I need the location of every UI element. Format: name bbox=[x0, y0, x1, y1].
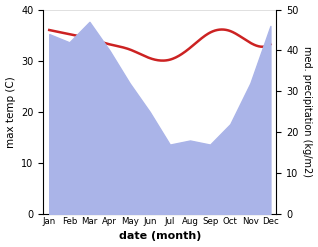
Y-axis label: med. precipitation (kg/m2): med. precipitation (kg/m2) bbox=[302, 46, 313, 177]
Y-axis label: max temp (C): max temp (C) bbox=[5, 76, 16, 148]
X-axis label: date (month): date (month) bbox=[119, 231, 201, 242]
